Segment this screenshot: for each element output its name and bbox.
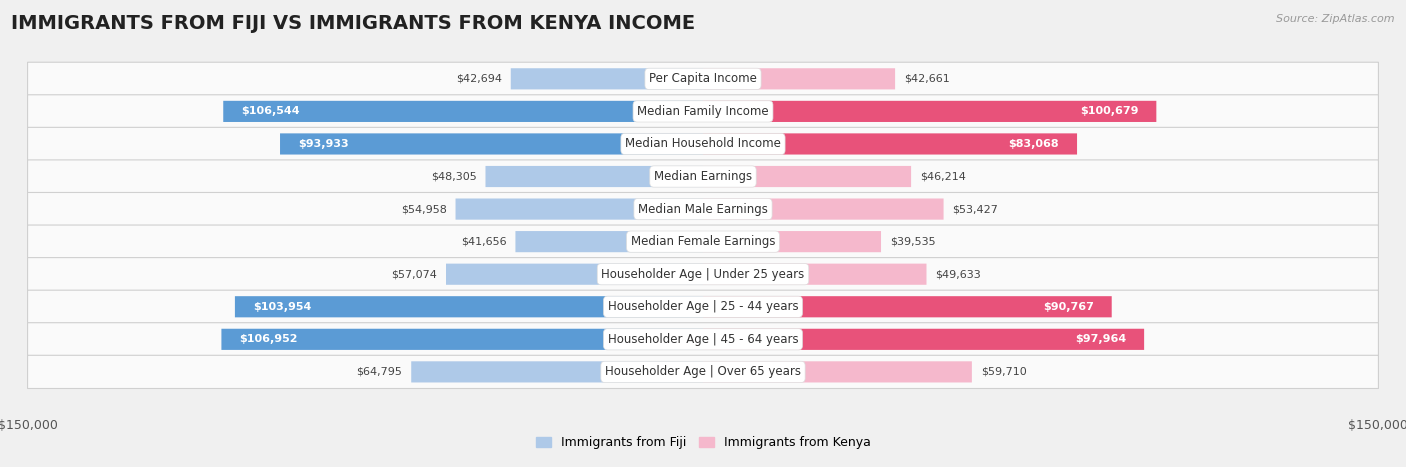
FancyBboxPatch shape [703, 134, 1077, 155]
Text: $64,795: $64,795 [356, 367, 402, 377]
FancyBboxPatch shape [280, 134, 703, 155]
Text: $49,633: $49,633 [935, 269, 981, 279]
FancyBboxPatch shape [28, 95, 1378, 128]
FancyBboxPatch shape [703, 101, 1156, 122]
FancyBboxPatch shape [510, 68, 703, 89]
Text: Householder Age | Over 65 years: Householder Age | Over 65 years [605, 365, 801, 378]
FancyBboxPatch shape [28, 127, 1378, 161]
FancyBboxPatch shape [703, 329, 1144, 350]
FancyBboxPatch shape [221, 329, 703, 350]
FancyBboxPatch shape [224, 101, 703, 122]
Text: $57,074: $57,074 [391, 269, 437, 279]
Text: Householder Age | 45 - 64 years: Householder Age | 45 - 64 years [607, 333, 799, 346]
Text: Median Female Earnings: Median Female Earnings [631, 235, 775, 248]
Text: Householder Age | Under 25 years: Householder Age | Under 25 years [602, 268, 804, 281]
FancyBboxPatch shape [28, 258, 1378, 291]
FancyBboxPatch shape [28, 355, 1378, 389]
Text: $53,427: $53,427 [953, 204, 998, 214]
Text: IMMIGRANTS FROM FIJI VS IMMIGRANTS FROM KENYA INCOME: IMMIGRANTS FROM FIJI VS IMMIGRANTS FROM … [11, 14, 696, 33]
Text: Median Earnings: Median Earnings [654, 170, 752, 183]
Text: $41,656: $41,656 [461, 237, 506, 247]
Text: $42,661: $42,661 [904, 74, 950, 84]
FancyBboxPatch shape [485, 166, 703, 187]
Text: $97,964: $97,964 [1074, 334, 1126, 344]
FancyBboxPatch shape [703, 296, 1112, 318]
FancyBboxPatch shape [703, 361, 972, 382]
FancyBboxPatch shape [703, 263, 927, 285]
Text: Median Family Income: Median Family Income [637, 105, 769, 118]
FancyBboxPatch shape [235, 296, 703, 318]
FancyBboxPatch shape [703, 166, 911, 187]
Text: Median Male Earnings: Median Male Earnings [638, 203, 768, 216]
Text: $39,535: $39,535 [890, 237, 935, 247]
Text: $93,933: $93,933 [298, 139, 349, 149]
FancyBboxPatch shape [703, 68, 896, 89]
FancyBboxPatch shape [456, 198, 703, 219]
FancyBboxPatch shape [703, 231, 882, 252]
Text: Median Household Income: Median Household Income [626, 137, 780, 150]
FancyBboxPatch shape [28, 323, 1378, 356]
Text: $42,694: $42,694 [456, 74, 502, 84]
FancyBboxPatch shape [28, 160, 1378, 193]
Text: $100,679: $100,679 [1080, 106, 1139, 116]
Text: $83,068: $83,068 [1008, 139, 1059, 149]
Text: $90,767: $90,767 [1043, 302, 1094, 312]
Text: Source: ZipAtlas.com: Source: ZipAtlas.com [1277, 14, 1395, 24]
Text: Householder Age | 25 - 44 years: Householder Age | 25 - 44 years [607, 300, 799, 313]
Text: $46,214: $46,214 [920, 171, 966, 182]
FancyBboxPatch shape [446, 263, 703, 285]
FancyBboxPatch shape [28, 192, 1378, 226]
Text: $59,710: $59,710 [981, 367, 1026, 377]
FancyBboxPatch shape [28, 290, 1378, 323]
FancyBboxPatch shape [516, 231, 703, 252]
Legend: Immigrants from Fiji, Immigrants from Kenya: Immigrants from Fiji, Immigrants from Ke… [530, 432, 876, 454]
Text: Per Capita Income: Per Capita Income [650, 72, 756, 85]
FancyBboxPatch shape [411, 361, 703, 382]
FancyBboxPatch shape [703, 198, 943, 219]
Text: $48,305: $48,305 [430, 171, 477, 182]
Text: $106,952: $106,952 [239, 334, 298, 344]
FancyBboxPatch shape [28, 62, 1378, 95]
Text: $103,954: $103,954 [253, 302, 311, 312]
Text: $54,958: $54,958 [401, 204, 447, 214]
Text: $106,544: $106,544 [242, 106, 299, 116]
FancyBboxPatch shape [28, 225, 1378, 258]
